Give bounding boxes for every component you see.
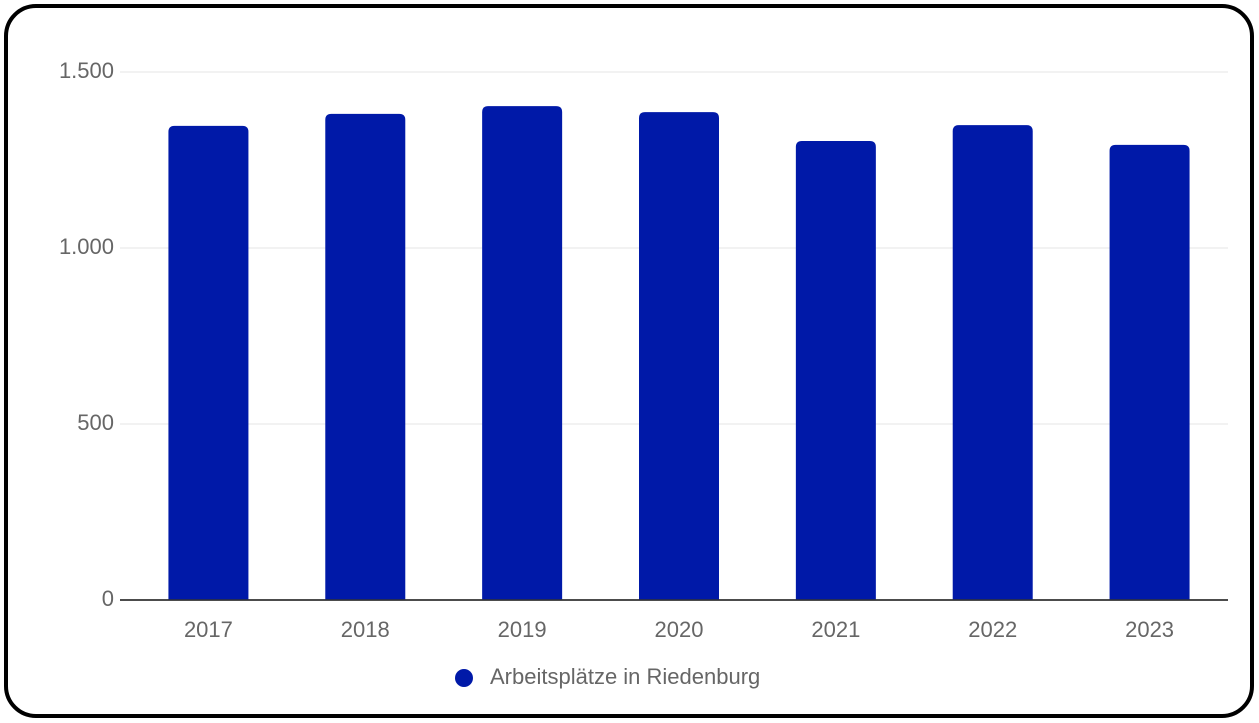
bar [639,112,719,601]
y-tick-label: 1.500 [59,58,114,83]
bar [168,125,249,600]
x-tick-label: 2020 [655,617,704,642]
bar [325,113,406,600]
y-tick-label: 1.000 [59,234,114,259]
y-tick-label: 500 [77,410,114,435]
bar [1109,144,1190,600]
x-tick-label: 2017 [184,617,233,642]
legend-marker [455,669,473,687]
bar [482,106,563,601]
y-tick-label: 0 [102,586,114,611]
x-tick-label: 2022 [968,617,1017,642]
x-tick-label: 2018 [341,617,390,642]
bar [795,140,876,600]
x-tick-label: 2021 [811,617,860,642]
x-tick-label: 2019 [498,617,547,642]
legend-label: Arbeitsplätze in Riedenburg [490,664,760,689]
x-tick-label: 2023 [1125,617,1174,642]
bar [952,125,1033,600]
frame [4,4,1254,718]
